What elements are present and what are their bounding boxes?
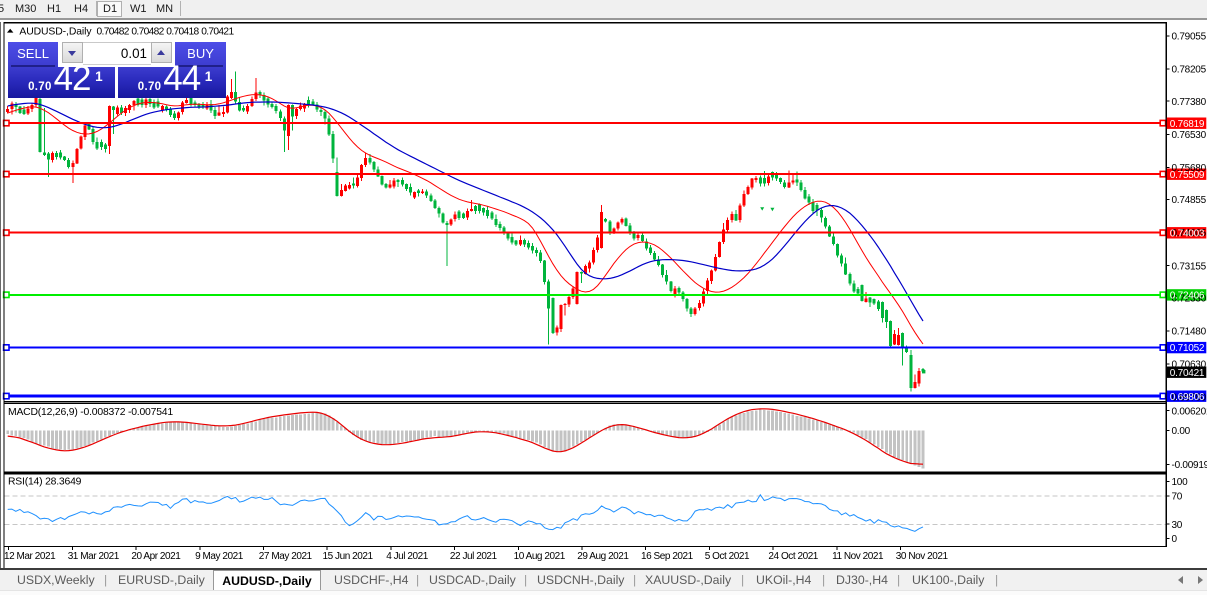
svg-text:100: 100 [1172,477,1189,488]
svg-text:16 Sep 2021: 16 Sep 2021 [641,551,694,562]
svg-text:0.006201: 0.006201 [1172,406,1207,417]
svg-text:0.74003: 0.74003 [1170,228,1205,239]
svg-text:0.75680: 0.75680 [1172,163,1207,174]
svg-text:0.70418: 0.70418 [166,27,199,38]
svg-text:10 Aug 2021: 10 Aug 2021 [514,551,566,562]
svg-text:9 May 2021: 9 May 2021 [195,551,244,562]
svg-text:4 Jul 2021: 4 Jul 2021 [386,551,429,562]
svg-text:15 Jun 2021: 15 Jun 2021 [323,551,374,562]
svg-text:0.70630: 0.70630 [1172,360,1207,371]
svg-text:0.74855: 0.74855 [1172,195,1207,206]
svg-text:0.71480: 0.71480 [1172,327,1207,338]
svg-text:0.76819: 0.76819 [1170,119,1205,130]
svg-text:12 Mar 2021: 12 Mar 2021 [4,551,56,562]
svg-text:MACD(12,26,9) -0.008372 -0.007: MACD(12,26,9) -0.008372 -0.007541 [8,407,173,418]
svg-text:30: 30 [1172,520,1183,531]
svg-text:24 Oct 2021: 24 Oct 2021 [768,551,818,562]
svg-text:22 Jul 2021: 22 Jul 2021 [450,551,498,562]
svg-text:29 Aug 2021: 29 Aug 2021 [577,551,629,562]
svg-text:0.73155: 0.73155 [1172,261,1207,272]
svg-text:20 Apr 2021: 20 Apr 2021 [131,551,181,562]
svg-text:0.00: 0.00 [1172,426,1191,437]
svg-text:0.69780: 0.69780 [1172,393,1207,404]
svg-text:0.72330: 0.72330 [1172,293,1207,304]
svg-text:RSI(14) 28.3649: RSI(14) 28.3649 [8,477,82,488]
svg-text:0.78205: 0.78205 [1172,65,1207,76]
svg-text:31 Mar 2021: 31 Mar 2021 [68,551,120,562]
svg-text:0.77380: 0.77380 [1172,97,1207,108]
svg-text:0.70421: 0.70421 [1170,368,1205,379]
svg-text:0.74005: 0.74005 [1172,228,1207,239]
svg-text:0.70482: 0.70482 [97,27,130,38]
svg-text:0.70482: 0.70482 [131,27,164,38]
svg-text:0.71052: 0.71052 [1170,343,1205,354]
svg-text:0.70421: 0.70421 [201,27,234,38]
svg-text:70: 70 [1172,492,1183,503]
svg-text:0.72406: 0.72406 [1170,291,1205,302]
svg-text:30 Nov 2021: 30 Nov 2021 [896,551,949,562]
svg-text:27 May 2021: 27 May 2021 [259,551,313,562]
svg-text:11 Nov 2021: 11 Nov 2021 [832,551,884,562]
svg-text:0.79055: 0.79055 [1172,32,1207,43]
svg-text:-0.009197: -0.009197 [1172,460,1207,471]
svg-text:0.76530: 0.76530 [1172,130,1207,141]
svg-text:0.69806: 0.69806 [1170,392,1205,403]
svg-text:5 Oct 2021: 5 Oct 2021 [705,551,750,562]
svg-text:0: 0 [1172,534,1178,545]
svg-text:AUDUSD-,Daily: AUDUSD-,Daily [19,27,92,38]
svg-text:0.75509: 0.75509 [1170,170,1205,181]
